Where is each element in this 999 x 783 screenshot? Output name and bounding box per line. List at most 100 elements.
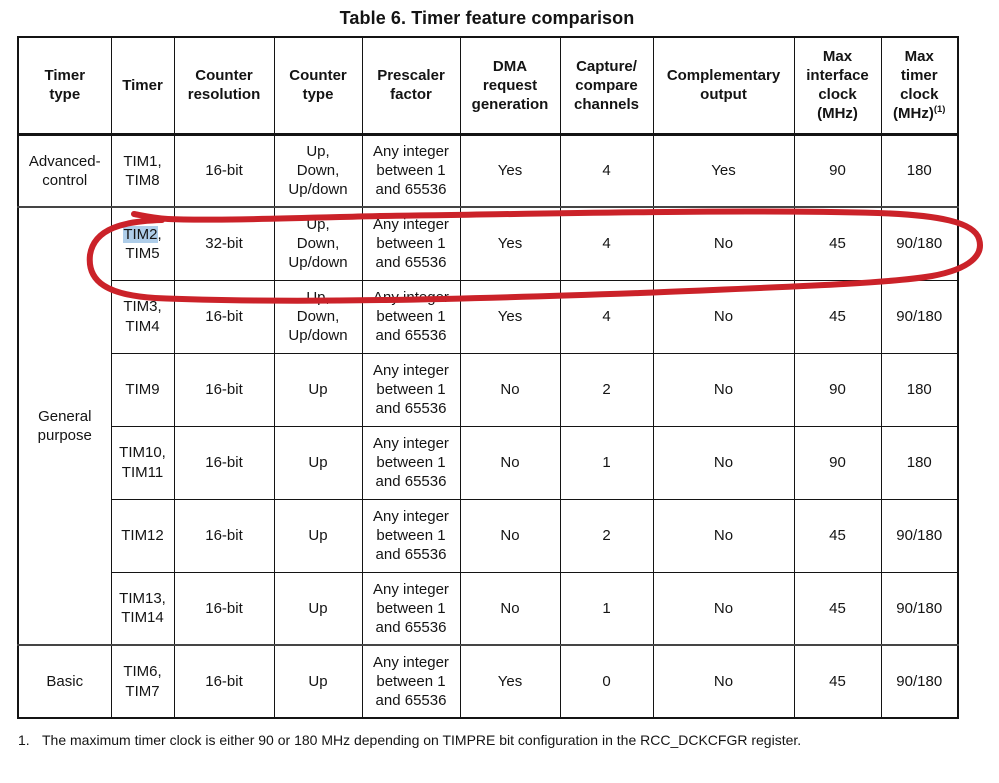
- table-body: Advanced- control TIM1, TIM8 16-bit Up, Dow…: [17, 133, 959, 719]
- cell-timer: TIM10, TIM11: [110, 425, 175, 500]
- cell-resolution: 16-bit: [173, 133, 275, 208]
- header-row: Timer type Timer Counter resolution Counter…: [17, 36, 959, 136]
- cell-prescaler: Any integer between 1 and 65536: [361, 352, 461, 427]
- header-counter-type: Counter type: [273, 36, 363, 136]
- cell-complementary: Yes: [652, 133, 795, 208]
- cell-max-interface-clock: 45: [793, 206, 882, 281]
- timer-type-group-cell: Basic: [17, 644, 112, 719]
- footnote-ref-marker: (1): [933, 104, 946, 116]
- cell-max-interface-clock: 90: [793, 352, 882, 427]
- cell-prescaler: Any integer between 1 and 65536: [361, 133, 461, 208]
- cell-counter-type: Up: [273, 425, 363, 500]
- cell-max-interface-clock: 45: [793, 644, 882, 719]
- header-counter-resolution: Counter resolution: [173, 36, 275, 136]
- cell-max-timer-clock: 180: [880, 352, 959, 427]
- cell-counter-type: Up: [273, 571, 363, 646]
- cell-max-timer-clock: 90/180: [880, 644, 959, 719]
- cell-timer: TIM6, TIM7: [110, 644, 175, 719]
- cell-dma: Yes: [459, 133, 561, 208]
- selected-text-highlight: TIM2: [123, 225, 158, 243]
- cell-complementary: No: [652, 498, 795, 573]
- cell-timer: TIM9: [110, 352, 175, 427]
- cell-max-timer-clock: 180: [880, 425, 959, 500]
- table-row: TIM12 16-bit Up Any integer between 1 and 6…: [18, 498, 959, 573]
- cell-max-timer-clock: 90/180: [880, 498, 959, 573]
- cell-prescaler: Any integer between 1 and 65536: [361, 206, 461, 281]
- cell-dma: Yes: [459, 279, 561, 354]
- cell-resolution: 16-bit: [173, 352, 275, 427]
- cell-complementary: No: [652, 425, 795, 500]
- cell-complementary: No: [652, 644, 795, 719]
- cell-channels: 1: [559, 571, 654, 646]
- timer-type-group-cell: General purpose: [17, 206, 112, 646]
- cell-counter-type: Up, Down, Up/down: [273, 279, 363, 354]
- footnote-number: 1.: [18, 732, 30, 748]
- cell-complementary: No: [652, 206, 795, 281]
- header-complementary: Complementary output: [652, 36, 795, 136]
- footnote: 1. The maximum timer clock is either 90 …: [18, 731, 973, 749]
- cell-max-interface-clock: 45: [793, 498, 882, 573]
- header-timer-type: Timer type: [17, 36, 112, 136]
- header-label: Timer type: [44, 67, 86, 104]
- cell-dma: No: [459, 425, 561, 500]
- cell-prescaler: Any integer between 1 and 65536: [361, 425, 461, 500]
- cell-complementary: No: [652, 279, 795, 354]
- table-row: Advanced- control TIM1, TIM8 16-bit Up, Dow…: [17, 133, 959, 208]
- cell-max-timer-clock: 90/180: [880, 206, 959, 281]
- cell-channels: 2: [559, 352, 654, 427]
- cell-channels: 4: [559, 206, 654, 281]
- header-label: Max timer clock (MHz): [893, 48, 939, 123]
- cell-timer: TIM13, TIM14: [110, 571, 175, 646]
- cell-counter-type: Up, Down, Up/down: [273, 133, 363, 208]
- cell-channels: 0: [559, 644, 654, 719]
- cell-timer: TIM2, TIM5: [110, 206, 175, 281]
- table-row: TIM10, TIM11 16-bit Up Any integer between …: [18, 425, 959, 500]
- table-row: General purpose TIM2, TIM5 32-bit Up, Down,…: [17, 206, 959, 646]
- cell-timer: TIM3, TIM4: [110, 279, 175, 354]
- cell-counter-type: Up, Down, Up/down: [273, 206, 363, 281]
- table-title: Table 6. Timer feature comparison: [339, 8, 635, 28]
- cell-max-timer-clock: 90/180: [880, 571, 959, 646]
- cell-dma: No: [459, 498, 561, 573]
- cell-channels: 2: [559, 498, 654, 573]
- cell-max-timer-clock: 90/180: [880, 279, 959, 354]
- table-row: Basic TIM6, TIM7 16-bit Up Any integer betwe…: [17, 644, 959, 719]
- cell-max-timer-clock: 180: [880, 133, 959, 208]
- cell-timer: TIM12: [110, 498, 175, 573]
- header-label: Complementary output: [666, 67, 781, 104]
- cell-dma: No: [459, 352, 561, 427]
- cell-timer: TIM1, TIM8: [110, 133, 175, 208]
- header-label: Prescaler factor: [377, 67, 445, 104]
- cell-resolution: 32-bit: [173, 206, 275, 281]
- cell-prescaler: Any integer between 1 and 65536: [361, 279, 461, 354]
- header-max-timer-clock: Max timer clock (MHz)(1): [880, 36, 959, 136]
- header-label: Timer: [122, 76, 163, 94]
- table-row: TIM9 16-bit Up Any integer between 1 and 65…: [18, 352, 959, 427]
- cell-counter-type: Up: [273, 498, 363, 573]
- header-dma-request: DMA request generation: [459, 36, 561, 136]
- header-timer: Timer: [110, 36, 175, 136]
- table-row: TIM13, TIM14 16-bit Up Any integer between …: [18, 571, 959, 646]
- header-prescaler-factor: Prescaler factor: [361, 36, 461, 136]
- cell-resolution: 16-bit: [173, 498, 275, 573]
- cell-channels: 4: [559, 279, 654, 354]
- cell-dma: No: [459, 571, 561, 646]
- cell-dma: Yes: [459, 644, 561, 719]
- header-label: Counter type: [289, 67, 347, 104]
- cell-resolution: 16-bit: [173, 425, 275, 500]
- cell-complementary: No: [652, 352, 795, 427]
- cell-prescaler: Any integer between 1 and 65536: [361, 571, 461, 646]
- cell-prescaler: Any integer between 1 and 65536: [361, 498, 461, 573]
- cell-counter-type: Up: [273, 644, 363, 719]
- header-max-interface-clock: Max interface clock (MHz): [793, 36, 882, 136]
- header-capture-compare: Capture/ compare channels: [559, 36, 654, 136]
- footnote-text: The maximum timer clock is either 90 or …: [42, 732, 802, 748]
- table-row: TIM3, TIM4 16-bit Up, Down, Up/down Any int…: [18, 279, 959, 354]
- cell-max-interface-clock: 45: [793, 279, 882, 354]
- cell-dma: Yes: [459, 206, 561, 281]
- cell-max-interface-clock: 45: [793, 571, 882, 646]
- timer-type-group-cell: Advanced- control: [17, 133, 112, 208]
- cell-counter-type: Up: [273, 352, 363, 427]
- cell-resolution: 16-bit: [173, 279, 275, 354]
- cell-max-interface-clock: 90: [793, 425, 882, 500]
